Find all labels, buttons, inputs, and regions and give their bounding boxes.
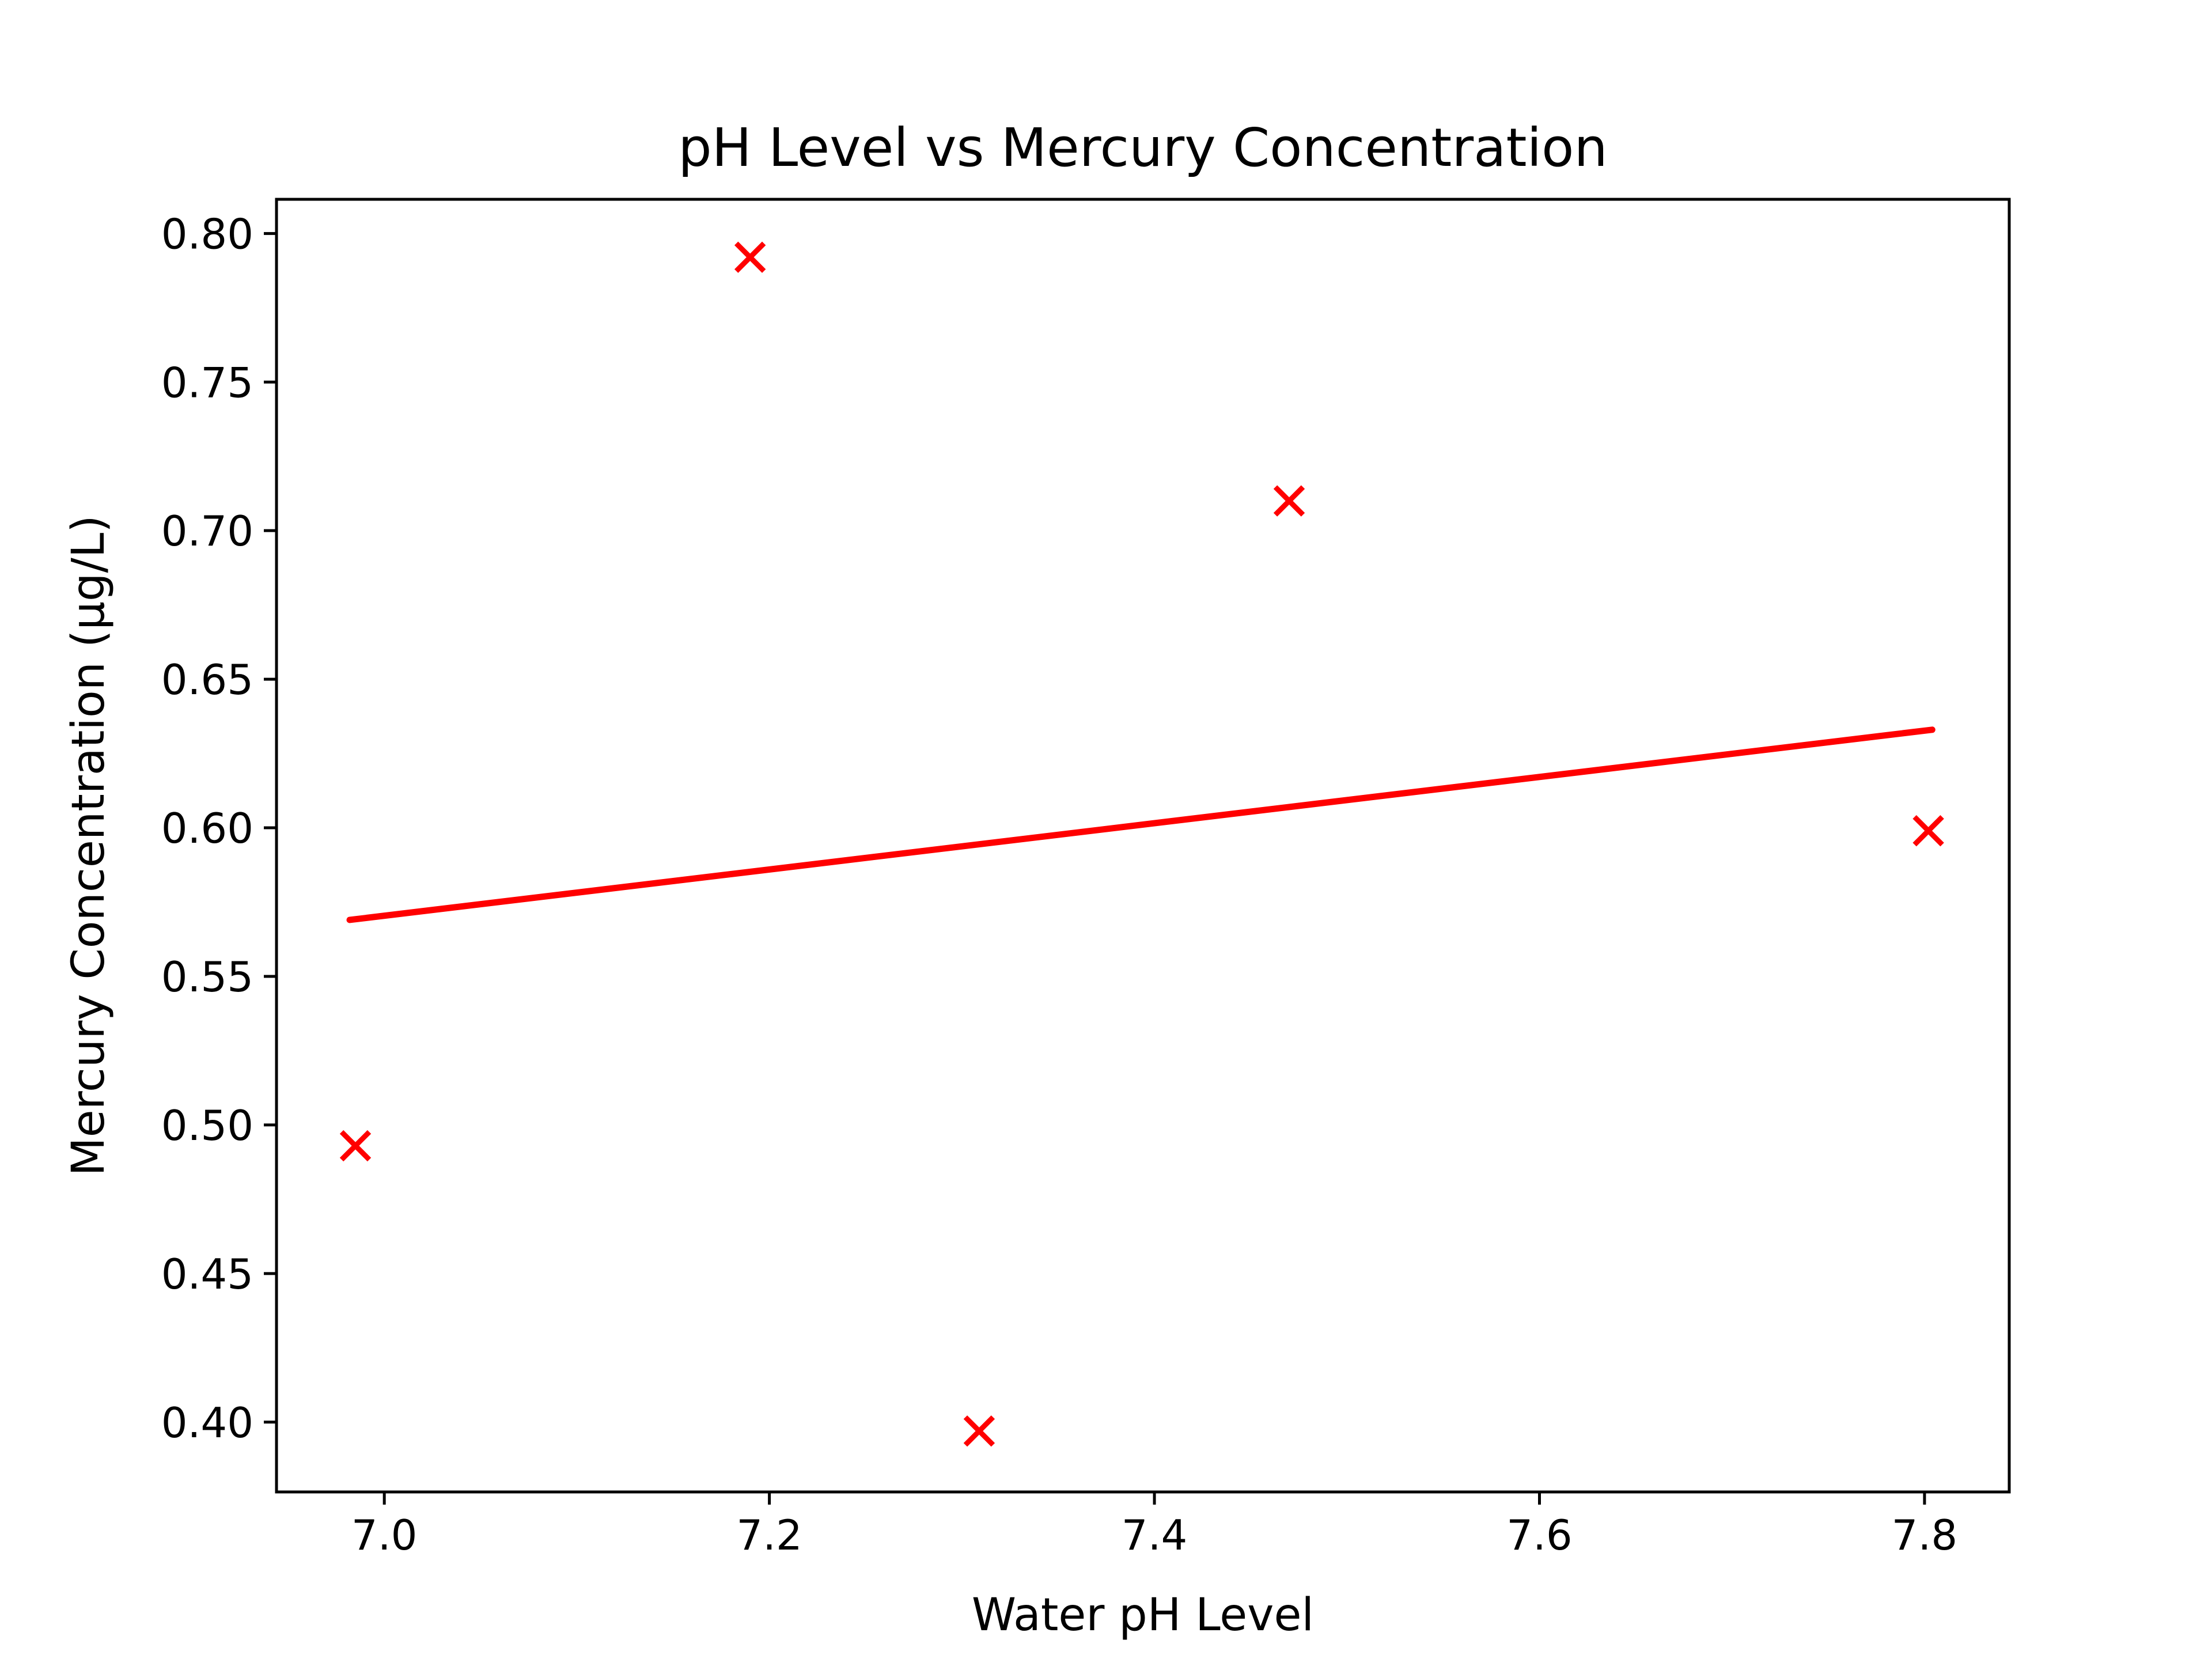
x-tick-label: 7.0 (351, 1511, 418, 1559)
y-tick-label: 0.55 (161, 953, 253, 1001)
x-axis-ticks: 7.0 7.2 7.4 7.6 7.8 (351, 1492, 1957, 1559)
x-tick-label: 7.2 (736, 1511, 802, 1559)
data-point (1273, 485, 1305, 517)
x-axis-label: Water pH Level (972, 1589, 1314, 1641)
x-tick-label: 7.4 (1122, 1511, 1188, 1559)
y-tick-label: 0.75 (161, 358, 253, 407)
y-tick-label: 0.50 (161, 1101, 253, 1150)
data-point (734, 241, 766, 273)
y-tick-label: 0.40 (161, 1399, 253, 1447)
y-tick-label: 0.60 (161, 804, 253, 853)
y-axis-label: Mercury Concentration (µg/L) (63, 515, 115, 1176)
trend-line (346, 726, 1936, 923)
y-tick-label: 0.65 (161, 656, 253, 704)
plot-area-frame (275, 198, 2011, 1494)
data-point (339, 1130, 372, 1162)
y-axis-ticks: 0.40 0.45 0.50 0.55 0.60 0.65 0.70 0.75 0.80 (161, 210, 276, 1447)
data-point (963, 1415, 995, 1447)
trend-line-layer (346, 726, 1936, 923)
y-tick-label: 0.45 (161, 1250, 253, 1298)
y-tick-label: 0.80 (161, 210, 253, 258)
x-tick-label: 7.8 (1892, 1511, 1958, 1559)
data-point (1912, 815, 1944, 847)
x-tick-label: 7.6 (1506, 1511, 1573, 1559)
y-tick-label: 0.70 (161, 507, 253, 555)
data-points-layer (339, 241, 1944, 1447)
chart-title: pH Level vs Mercury Concentration (678, 117, 1608, 179)
